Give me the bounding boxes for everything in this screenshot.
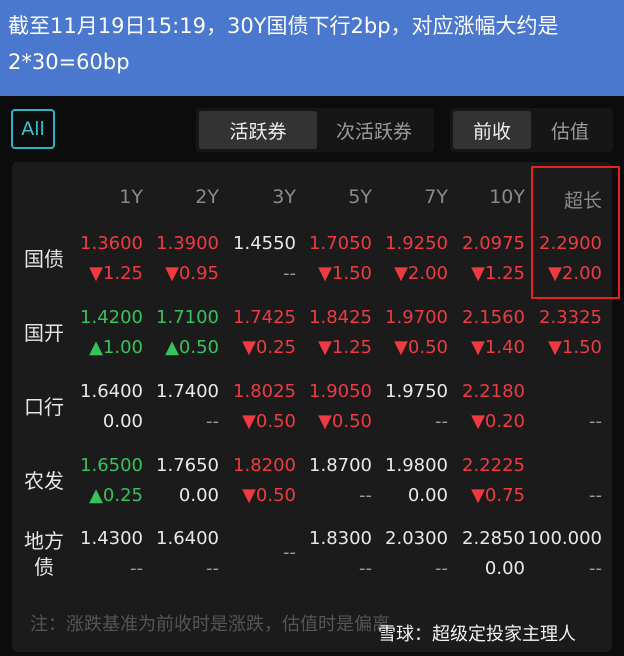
all-filter-button[interactable]: All: [11, 109, 55, 149]
change-cell: --: [283, 263, 296, 284]
row-label[interactable]: 国开: [24, 321, 64, 345]
yield-cell[interactable]: 1.8200: [233, 455, 296, 476]
yield-cell[interactable]: 1.4300: [80, 528, 143, 549]
change-cell: --: [435, 558, 448, 579]
column-header: 7Y: [424, 186, 448, 208]
yield-cell[interactable]: 2.0975: [462, 233, 525, 254]
yield-cell[interactable]: 1.7100: [156, 307, 219, 328]
tab-active-bonds[interactable]: 活跃券: [199, 111, 317, 149]
change-cell: ▼0.50: [318, 411, 372, 432]
column-header: 10Y: [489, 186, 525, 208]
bond-type-tabs: 活跃券 次活跃券: [196, 108, 434, 152]
change-cell: --: [589, 558, 602, 579]
change-cell: ▼1.40: [471, 337, 525, 358]
yield-cell[interactable]: 1.3600: [80, 233, 143, 254]
change-cell: ▼0.20: [471, 411, 525, 432]
yield-cell[interactable]: 2.2900: [539, 233, 602, 254]
yield-cell[interactable]: 2.1560: [462, 307, 525, 328]
yield-cell[interactable]: 1.6500: [80, 455, 143, 476]
yield-cell[interactable]: 1.9700: [385, 307, 448, 328]
change-cell: ▼2.00: [548, 263, 602, 284]
footnote: 注：涨跌基准为前收时是涨跌，估值时是偏离: [30, 614, 390, 635]
row-label[interactable]: 农发: [24, 469, 64, 493]
change-cell: --: [359, 485, 372, 506]
change-cell: --: [206, 558, 219, 579]
change-cell: ▲0.50: [165, 337, 219, 358]
change-cell: 0.00: [484, 558, 525, 579]
change-cell: ▼1.50: [548, 337, 602, 358]
highlight-box: [531, 166, 620, 299]
yield-cell[interactable]: 100.000: [527, 528, 602, 549]
yield-cell[interactable]: 1.6400: [156, 528, 219, 549]
yield-cell[interactable]: 1.4550: [233, 233, 296, 254]
tab-previous-close[interactable]: 前收: [453, 111, 531, 149]
change-cell: --: [589, 411, 602, 432]
column-header: 超长: [563, 190, 602, 212]
row-label[interactable]: 口行: [24, 395, 64, 419]
yield-cell[interactable]: 1.8425: [309, 307, 372, 328]
change-cell: ▼0.75: [471, 485, 525, 506]
watermark: 雪球：超级定投家主理人: [378, 624, 576, 645]
change-cell: ▼0.50: [242, 411, 296, 432]
change-cell: --: [589, 485, 602, 506]
yield-cell[interactable]: 2.2180: [462, 381, 525, 402]
row-label[interactable]: 国债: [24, 247, 64, 271]
change-cell: ▼1.50: [318, 263, 372, 284]
change-cell: --: [206, 411, 219, 432]
change-cell: --: [283, 542, 296, 563]
yield-table-panel: [12, 162, 612, 652]
yield-cell[interactable]: 2.3325: [539, 307, 602, 328]
yield-cell[interactable]: 2.2850: [462, 528, 525, 549]
yield-cell[interactable]: 1.7050: [309, 233, 372, 254]
change-cell: ▼2.00: [394, 263, 448, 284]
yield-cell[interactable]: 1.4200: [80, 307, 143, 328]
yield-cell[interactable]: 1.7425: [233, 307, 296, 328]
yield-cell[interactable]: 1.3900: [156, 233, 219, 254]
column-header: 1Y: [119, 186, 143, 208]
change-cell: ▼0.95: [165, 263, 219, 284]
yield-cell[interactable]: 1.9250: [385, 233, 448, 254]
yield-cell[interactable]: 1.9800: [385, 455, 448, 476]
change-cell: ▼1.25: [89, 263, 143, 284]
row-label[interactable]: 地方债: [24, 529, 64, 579]
change-cell: 0.00: [102, 411, 143, 432]
change-cell: ▼1.25: [471, 263, 525, 284]
yield-cell[interactable]: 1.8025: [233, 381, 296, 402]
yield-cell[interactable]: 1.8300: [309, 528, 372, 549]
column-header: 3Y: [272, 186, 296, 208]
yield-cell[interactable]: 2.0300: [385, 528, 448, 549]
column-header: 5Y: [348, 186, 372, 208]
caption-banner: 截至11月19日15:19，30Y国债下行2bp，对应涨幅大约是2*30=60b…: [0, 0, 624, 96]
basis-tabs: 前收 估值: [450, 108, 613, 152]
change-cell: 0.00: [178, 485, 219, 506]
change-cell: ▼0.25: [242, 337, 296, 358]
change-cell: 0.00: [407, 485, 448, 506]
yield-cell[interactable]: 2.2225: [462, 455, 525, 476]
tab-secondary-active-bonds[interactable]: 次活跃券: [335, 120, 412, 143]
yield-cell[interactable]: 1.9750: [385, 381, 448, 402]
yield-cell[interactable]: 1.7650: [156, 455, 219, 476]
yield-cell[interactable]: 1.6400: [80, 381, 143, 402]
change-cell: --: [130, 558, 143, 579]
change-cell: ▲0.25: [89, 485, 143, 506]
change-cell: --: [435, 411, 448, 432]
change-cell: ▼1.25: [318, 337, 372, 358]
yield-cell[interactable]: 1.8700: [309, 455, 372, 476]
tab-valuation[interactable]: 估值: [550, 120, 589, 143]
change-cell: ▼0.50: [242, 485, 296, 506]
yield-cell[interactable]: 1.9050: [309, 381, 372, 402]
change-cell: ▲1.00: [89, 337, 143, 358]
change-cell: ▼0.50: [394, 337, 448, 358]
column-header: 2Y: [195, 186, 219, 208]
change-cell: --: [359, 558, 372, 579]
yield-cell[interactable]: 1.7400: [156, 381, 219, 402]
